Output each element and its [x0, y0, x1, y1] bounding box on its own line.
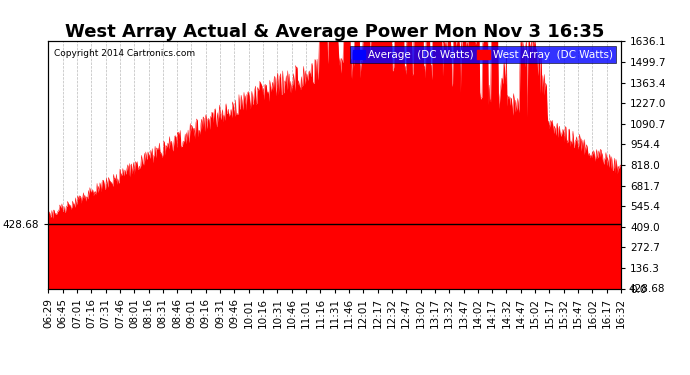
Legend: Average  (DC Watts), West Array  (DC Watts): Average (DC Watts), West Array (DC Watts… [350, 46, 615, 63]
Text: Copyright 2014 Cartronics.com: Copyright 2014 Cartronics.com [54, 49, 195, 58]
Text: 428.68: 428.68 [628, 284, 664, 294]
Title: West Array Actual & Average Power Mon Nov 3 16:35: West Array Actual & Average Power Mon No… [65, 23, 604, 41]
